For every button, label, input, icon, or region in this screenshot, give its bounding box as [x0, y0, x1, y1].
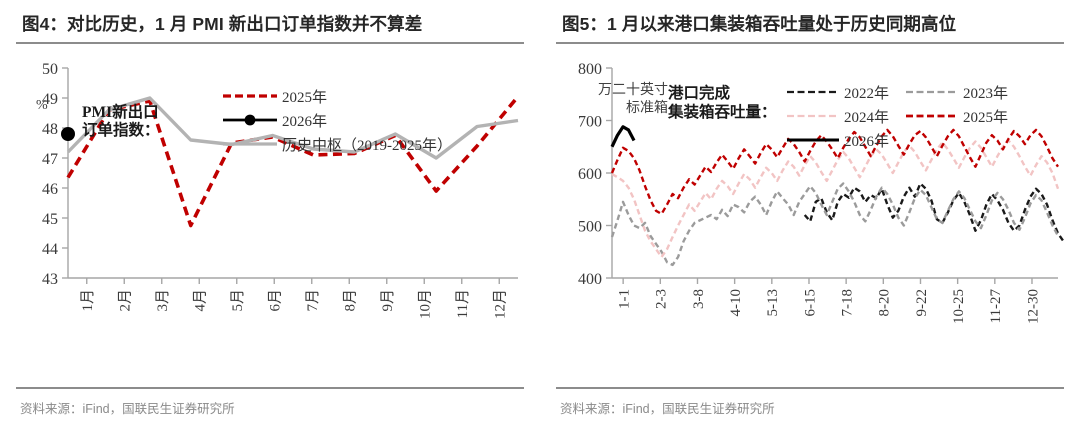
- svg-text:12月: 12月: [493, 289, 509, 319]
- legend-swatch-2024: [786, 111, 840, 121]
- svg-text:5月: 5月: [230, 289, 246, 312]
- panel-title-fig5: 图5：1 月以来港口集装箱吞吐量处于历史同期高位: [562, 14, 957, 34]
- svg-text:500: 500: [578, 219, 602, 236]
- legend-item-2022[interactable]: 2022年: [786, 80, 889, 104]
- title-divider-fig5: [556, 42, 1064, 44]
- legend-item-history[interactable]: 历史中枢（2019-2025年）: [222, 132, 452, 156]
- y-axis-unit-line1: 万二十英寸: [598, 83, 668, 98]
- svg-text:44: 44: [42, 241, 58, 258]
- legend-swatch-2025: [222, 90, 278, 102]
- legend-item-2025[interactable]: 2025年: [222, 84, 452, 108]
- source-note-fig4: 资料来源：iFind，国联民生证券研究所: [20, 402, 235, 416]
- legend-item-2024[interactable]: 2024年: [786, 104, 889, 128]
- legend-label-2025: 2025年: [282, 89, 328, 106]
- title-divider-fig4: [16, 42, 524, 44]
- svg-text:8月: 8月: [343, 289, 359, 312]
- legend-label-history: 历史中枢（2019-2025年）: [282, 137, 452, 154]
- y-axis-unit-line2: 标准箱: [626, 100, 668, 116]
- svg-text:46: 46: [42, 181, 58, 198]
- svg-text:9-22: 9-22: [914, 289, 930, 317]
- svg-text:4月: 4月: [193, 289, 209, 312]
- legend-label-2023: 2023年: [963, 85, 1009, 102]
- legend-item-2026[interactable]: 2026年: [222, 108, 452, 132]
- svg-text:1月: 1月: [80, 289, 96, 312]
- svg-text:11-27: 11-27: [988, 289, 1004, 324]
- footer-divider-fig4: [16, 387, 524, 389]
- panel-fig4: 图4：对比历史，1 月 PMI 新出口订单指数并不算差 % PMI新出口 订单指…: [16, 14, 524, 416]
- plot-area-fig5: 万二十英寸 标准箱 港口完成 集装箱吞吐量： 2022: [556, 46, 1064, 387]
- panel-fig5: 图5：1 月以来港口集装箱吞吐量处于历史同期高位 万二十英寸 标准箱 港口完成 …: [540, 0, 1080, 427]
- svg-text:43: 43: [42, 271, 58, 288]
- svg-text:1-1: 1-1: [617, 289, 633, 309]
- svg-text:4-10: 4-10: [728, 289, 744, 317]
- svg-text:49: 49: [42, 91, 58, 108]
- legend-swatch-2022: [786, 87, 840, 97]
- svg-text:48: 48: [42, 121, 58, 138]
- svg-text:47: 47: [42, 151, 58, 168]
- svg-text:400: 400: [578, 271, 602, 288]
- svg-text:8-20: 8-20: [877, 289, 893, 317]
- legend-label-2022: 2022年: [844, 85, 890, 102]
- svg-text:600: 600: [578, 166, 602, 183]
- svg-text:6-15: 6-15: [802, 289, 818, 317]
- plot-area-fig4: % PMI新出口 订单指数： 2025年: [16, 46, 524, 387]
- svg-text:700: 700: [578, 114, 602, 131]
- series-caption-line1: PMI新出口: [82, 104, 159, 121]
- series-caption-line2: 订单指数：: [82, 122, 160, 140]
- y-axis-unit-fig5: 万二十英寸 标准箱: [564, 82, 668, 117]
- legend-swatch-2026: [222, 113, 278, 127]
- series-caption-line1-fig5: 港口完成: [668, 85, 731, 102]
- y-axis-unit-fig4: %: [36, 98, 48, 113]
- legend-label-2026: 2026年: [282, 113, 328, 130]
- svg-text:2-3: 2-3: [654, 289, 670, 309]
- svg-text:6月: 6月: [268, 289, 284, 312]
- svg-text:3月: 3月: [155, 289, 171, 312]
- panel-title-fig4: 图4：对比历史，1 月 PMI 新出口订单指数并不算差: [22, 14, 423, 34]
- svg-text:11月: 11月: [455, 289, 471, 318]
- svg-text:45: 45: [42, 211, 58, 228]
- chart-svg-fig4: 43 44 45 46 47 48 49 50 1月 2月 3月 4月 5月 6月 7月 8月 9月 10月 11月…: [42, 61, 520, 319]
- legend-fig4: 2025年 2026年: [222, 84, 452, 156]
- svg-text:2月: 2月: [118, 289, 134, 312]
- legend-swatch-2025-fig5: [905, 111, 959, 121]
- svg-text:50: 50: [42, 61, 58, 78]
- svg-text:9月: 9月: [380, 289, 396, 312]
- legend-swatch-2026-fig5: [786, 135, 840, 145]
- svg-text:12-30: 12-30: [1025, 289, 1041, 324]
- svg-text:10-25: 10-25: [951, 289, 967, 324]
- svg-text:7-18: 7-18: [840, 289, 856, 317]
- svg-text:5-13: 5-13: [765, 289, 781, 317]
- legend-fig5: 2022年 2023年: [786, 80, 1008, 152]
- legend-label-2024: 2024年: [844, 109, 890, 126]
- legend-label-2025-fig5: 2025年: [963, 109, 1009, 126]
- svg-text:3-8: 3-8: [691, 289, 707, 309]
- svg-text:10月: 10月: [418, 289, 434, 319]
- series-caption-line2-fig5: 集装箱吞吐量：: [668, 104, 777, 122]
- source-note-fig5: 资料来源：iFind，国联民生证券研究所: [560, 402, 775, 416]
- legend-label-2026-fig5: 2026年: [844, 133, 890, 150]
- legend-swatch-2023: [905, 87, 959, 97]
- legend-item-2026-fig5[interactable]: 2026年: [786, 128, 889, 152]
- series-caption-fig4: PMI新出口 订单指数：: [82, 104, 160, 141]
- legend-item-2025-fig5[interactable]: 2025年: [905, 104, 1008, 128]
- svg-text:800: 800: [578, 61, 602, 78]
- footer-divider-fig5: [556, 387, 1064, 389]
- chart-svg-fig5: 400 500 600 700 800 1-1 2-3 3-8 4-10 5-13 6-15 7-18…: [578, 61, 1064, 324]
- series-caption-fig5: 港口完成 集装箱吞吐量：: [668, 84, 777, 123]
- legend-swatch-history: [222, 138, 278, 150]
- legend-item-2023[interactable]: 2023年: [905, 80, 1008, 104]
- svg-text:7月: 7月: [305, 289, 321, 312]
